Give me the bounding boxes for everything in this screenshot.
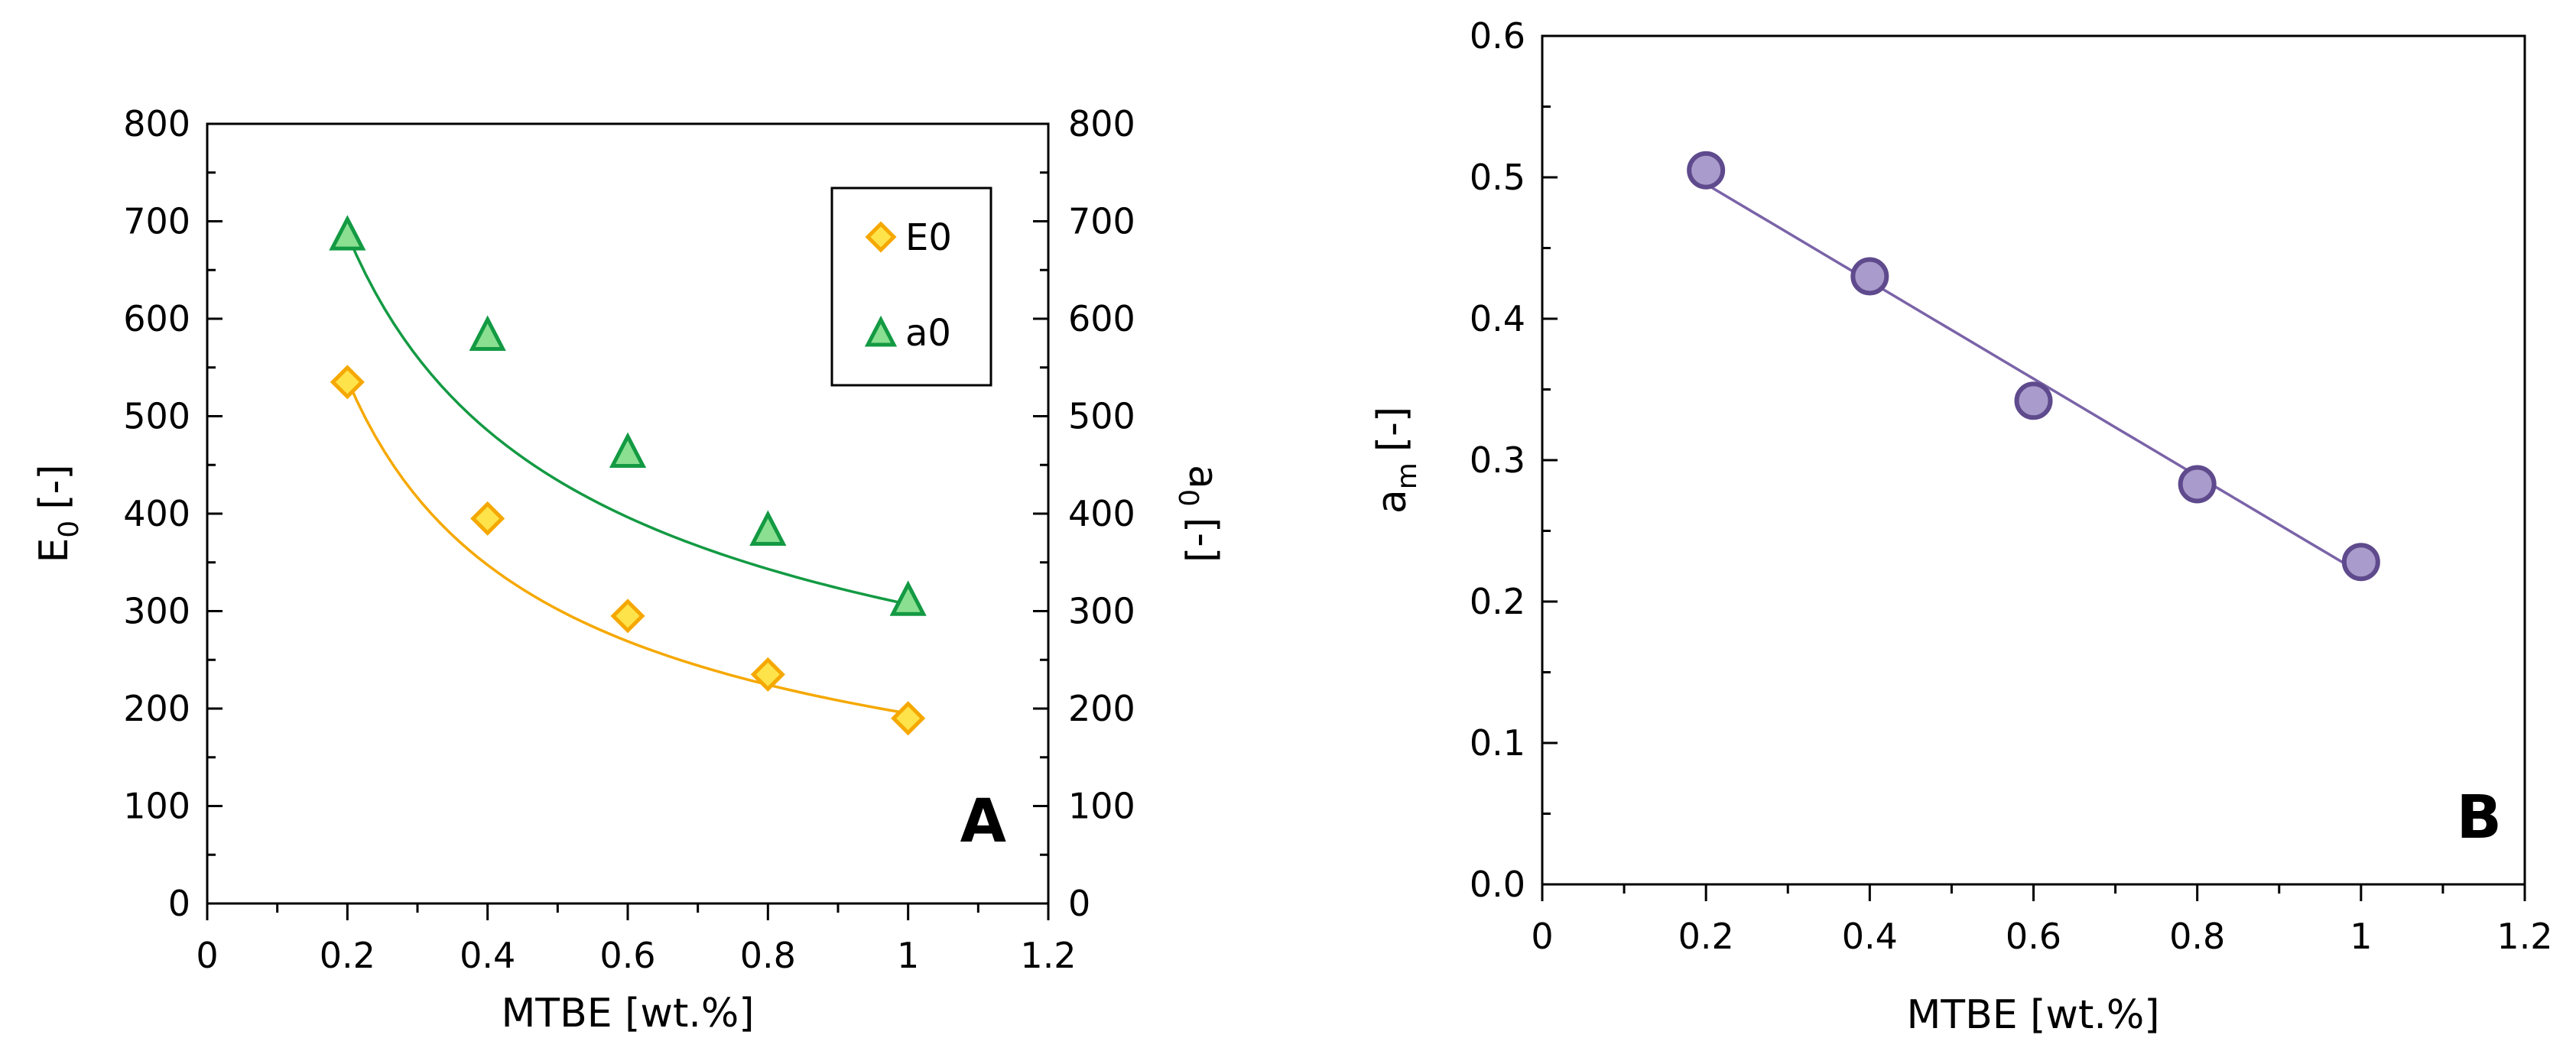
y-axis-left-title-a: E0 [-] (31, 464, 85, 563)
x-axis-ticks-b: 0 0.2 0.4 0.6 0.8 1 1.2 (1531, 884, 2553, 957)
legend-a: E0 a0 (830, 187, 992, 387)
y-tick-label: 400 (123, 493, 190, 534)
legend-label-a0: a0 (905, 312, 951, 355)
legend-marker-e0-shape (865, 221, 897, 253)
y-right-tick-label: 100 (1068, 786, 1135, 827)
x-tick-label: 1.2 (2496, 916, 2552, 957)
x-tick-label: 0.2 (320, 935, 375, 976)
y-symbol-b: a (1369, 489, 1415, 514)
panel-label-a: A (960, 787, 1006, 856)
y-axis-right-ticks-a: 0 100 200 300 400 500 600 700 800 (1033, 103, 1135, 924)
x-tick-label: 0.8 (740, 935, 796, 976)
y-axis-title-b: am [-] (1369, 407, 1423, 514)
fit-line-am (1705, 183, 2362, 575)
fit-line-e0 (346, 378, 908, 715)
y-unit-b: [-] (1369, 407, 1415, 452)
data-point-e0 (891, 701, 926, 736)
chart-panel-b: 0 0.2 0.4 0.6 0.8 1 1.2 0.00.10.20.30.40.50.6 … (1369, 15, 2553, 1038)
y-right-tick-label: 400 (1068, 493, 1135, 534)
x-axis-title-a: MTBE [wt.%] (501, 991, 754, 1036)
data-point-am (1687, 151, 1726, 190)
y-axis-ticks-b: 0.0 0.1 0.2 0.3 0.4 0.5 0.6 (1470, 15, 1558, 905)
x-tick-label: 1.2 (1020, 935, 1076, 976)
x-tick-label: 1 (2350, 916, 2372, 957)
y-left-unit-a: [-] (31, 464, 77, 509)
y-tick-label: 200 (123, 688, 190, 729)
fit-line-a0 (346, 234, 909, 606)
y-right-symbol-a: a (1180, 465, 1226, 489)
legend-marker-a0-shape (864, 315, 898, 347)
data-point-e0 (750, 657, 785, 692)
data-point-e0 (470, 501, 505, 536)
y-subscript-b: m (1392, 462, 1423, 489)
x-tick-label: 0.4 (460, 935, 515, 976)
legend-marker-a0 (864, 315, 898, 347)
y-right-tick-label: 600 (1068, 298, 1135, 339)
data-point-e0 (330, 365, 365, 400)
y-tick-label: 500 (123, 396, 190, 437)
y-tick-label: 0.5 (1470, 157, 1525, 198)
x-tick-label: 0.4 (1842, 916, 1898, 957)
y-tick-label: 0.2 (1470, 581, 1525, 622)
data-point-a0 (469, 315, 506, 351)
data-point-a0 (609, 432, 647, 468)
x-axis-ticks-a: 0 0.2 0.4 0.6 0.8 1 1.2 (196, 903, 1077, 976)
y-tick-label: 700 (123, 201, 190, 242)
y-tick-label: 0.4 (1470, 298, 1525, 339)
y-left-symbol-a: E (31, 538, 77, 563)
y-right-tick-label: 500 (1068, 396, 1135, 437)
x-tick-label: 1 (897, 935, 919, 976)
data-point-a0 (889, 580, 927, 616)
legend-frame-a (830, 187, 992, 387)
y-tick-label: 0.1 (1470, 722, 1525, 764)
panel-label-b: B (2457, 783, 2502, 852)
y-right-tick-label: 0 (1068, 883, 1090, 924)
data-point-am (1850, 257, 1889, 296)
fit-lines-b (1705, 183, 2362, 575)
data-point-am (2178, 465, 2217, 504)
data-points-b (1687, 151, 2380, 582)
data-point-e0 (610, 598, 645, 634)
x-axis-title-b: MTBE [wt.%] (1906, 992, 2159, 1038)
y-left-subscript-a: 0 (54, 521, 85, 538)
fit-lines-a (346, 234, 909, 715)
data-point-a0 (329, 215, 366, 251)
legend-marker-e0 (865, 221, 897, 253)
x-tick-label: 0.6 (599, 935, 655, 976)
y-right-subscript-a: 0 (1172, 489, 1204, 507)
x-tick-label: 0 (1531, 916, 1553, 957)
x-tick-label: 0.8 (2169, 916, 2225, 957)
data-point-am (2341, 543, 2380, 582)
y-tick-label: 300 (123, 591, 190, 632)
y-axis-left-ticks-a: 0 100 200 300 400 500 600 700 800 (123, 103, 223, 924)
y-tick-label: 0 (168, 883, 190, 924)
data-points-a (329, 215, 927, 736)
x-tick-label: 0.6 (2006, 916, 2061, 957)
y-right-tick-label: 700 (1068, 201, 1135, 242)
x-tick-label: 0 (196, 935, 218, 976)
data-point-am (2014, 381, 2053, 420)
y-tick-label: 600 (123, 298, 190, 339)
x-tick-label: 0.2 (1678, 916, 1734, 957)
y-right-tick-label: 300 (1068, 591, 1135, 632)
y-tick-label: 0.6 (1470, 15, 1525, 57)
chart-panel-a: 0 0.2 0.4 0.6 0.8 1 1.2 0 100 200 300 400 500 600 700… (31, 103, 1226, 1036)
y-tick-label: 0.0 (1470, 864, 1525, 905)
y-tick-label: 0.3 (1470, 440, 1525, 481)
legend-label-e0: E0 (905, 216, 952, 259)
y-tick-label: 800 (123, 103, 190, 144)
y-right-tick-label: 800 (1068, 103, 1135, 144)
y-right-unit-a: [-] (1180, 517, 1226, 563)
y-axis-right-title-a: a0 [-] (1172, 465, 1226, 563)
data-point-a0 (749, 510, 787, 546)
y-right-tick-label: 200 (1068, 688, 1135, 729)
y-tick-label: 100 (123, 786, 190, 827)
